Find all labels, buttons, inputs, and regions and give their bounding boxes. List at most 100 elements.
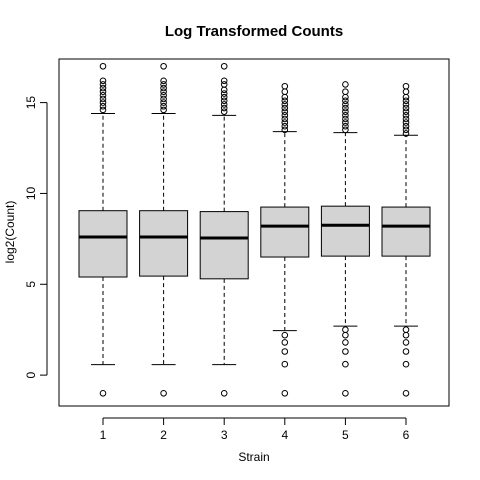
- outlier-low-6-5: [402, 389, 410, 397]
- outlier-high-5-3: [342, 115, 349, 123]
- outlier-high-1-1: [99, 102, 107, 110]
- outlier-high-4-8: [281, 97, 289, 105]
- outlier-low-5-4: [342, 360, 349, 368]
- outlier-high-6-0: [402, 130, 410, 137]
- outlier-low-5-1: [342, 331, 349, 339]
- outlier-high-4-7: [281, 101, 289, 108]
- outlier-high-3-6: [220, 86, 228, 94]
- outlier-high-6-3: [402, 119, 410, 126]
- outlier-high-6-7: [402, 104, 410, 112]
- x-tick-label-6: 6: [403, 428, 410, 442]
- outlier-low-6-1: [402, 331, 410, 339]
- outlier-low-4-1: [281, 339, 289, 346]
- x-tick-label-1: 1: [100, 428, 107, 442]
- outlier-high-4-1: [281, 122, 289, 130]
- outlier-high-3-4: [220, 93, 228, 101]
- outlier-low-4-2: [281, 348, 289, 355]
- outlier-low-6-2: [402, 339, 410, 346]
- outlier-high-1-7: [99, 81, 107, 88]
- outlier-high-4-11: [281, 82, 289, 90]
- outlier-low-5-3: [342, 348, 349, 355]
- outlier-high-2-1: [160, 102, 167, 110]
- outlier-high-5-7: [342, 101, 349, 108]
- outlier-high-2-7: [160, 81, 167, 88]
- outlier-high-3-2: [220, 101, 228, 108]
- outlier-high-6-9: [402, 97, 410, 105]
- y-tick-label-5: 5: [24, 281, 38, 288]
- outlier-high-1-5: [99, 88, 107, 96]
- outlier-low-6-4: [402, 360, 410, 368]
- outlier-high-2-3: [160, 95, 167, 103]
- outlier-high-2-0: [160, 106, 167, 114]
- outlier-high-6-8: [402, 101, 410, 108]
- box-2: [139, 210, 189, 277]
- outlier-high-6-10: [402, 93, 410, 101]
- outlier-high-5-6: [342, 104, 349, 112]
- outlier-low-4-0: [281, 331, 289, 339]
- outlier-high-6-11: [402, 88, 410, 96]
- outlier-low-6-3: [402, 348, 410, 355]
- outlier-high-3-7: [220, 81, 228, 88]
- y-tick-label-10: 10: [24, 186, 38, 200]
- outlier-low-5-0: [342, 326, 349, 333]
- outlier-high-6-6: [402, 108, 410, 115]
- box-3: [199, 211, 249, 280]
- outlier-high-3-0: [220, 108, 228, 115]
- outlier-high-5-8: [342, 97, 349, 105]
- chart-title: Log Transformed Counts: [165, 23, 343, 40]
- plot-area: 0 5 10 15 1 2 3 4 5 6: [24, 58, 450, 442]
- outlier-high-4-10: [281, 88, 289, 96]
- outlier-high-3-8: [220, 77, 228, 85]
- outlier-high-3-9: [220, 62, 228, 70]
- outlier-high-4-5: [281, 108, 289, 115]
- outlier-high-1-6: [99, 84, 107, 92]
- outlier-high-5-9: [342, 93, 349, 101]
- outlier-high-6-4: [402, 115, 410, 123]
- box-6: [381, 206, 431, 257]
- x-tick-label-5: 5: [342, 428, 349, 442]
- outlier-high-1-0: [99, 106, 107, 114]
- outlier-high-4-0: [281, 126, 289, 134]
- outlier-high-3-3: [220, 97, 228, 105]
- outlier-low-4-4: [281, 389, 289, 397]
- outlier-low-5-2: [342, 339, 349, 346]
- outlier-high-1-2: [99, 99, 107, 106]
- outlier-high-3-1: [220, 104, 228, 112]
- x-axis-label: Strain: [238, 450, 269, 464]
- outlier-high-5-2: [342, 119, 349, 126]
- outlier-high-4-3: [281, 115, 289, 123]
- outlier-high-2-4: [160, 92, 167, 99]
- outlier-high-1-4: [99, 92, 107, 99]
- outlier-high-5-5: [342, 108, 349, 115]
- outlier-high-2-2: [160, 99, 167, 106]
- outlier-high-5-10: [342, 88, 349, 96]
- outlier-high-4-6: [281, 104, 289, 112]
- outlier-high-1-8: [99, 77, 107, 85]
- outlier-high-5-1: [342, 122, 349, 130]
- outlier-high-2-8: [160, 77, 167, 85]
- outlier-high-3-5: [220, 90, 228, 97]
- outlier-high-2-9: [160, 62, 167, 70]
- x-tick-label-4: 4: [281, 428, 288, 442]
- outlier-high-2-5: [160, 88, 167, 96]
- box-1: [78, 210, 128, 278]
- x-tick-label-2: 2: [160, 428, 167, 442]
- outlier-high-4-2: [281, 119, 289, 126]
- outlier-high-6-5: [402, 112, 410, 119]
- outlier-low-5-5: [342, 389, 349, 397]
- outlier-high-6-12: [402, 82, 410, 90]
- outlier-low-2-0: [160, 389, 167, 397]
- outlier-low-3-0: [220, 389, 228, 397]
- y-tick-label-0: 0: [24, 371, 38, 378]
- outlier-high-4-9: [281, 93, 289, 101]
- outlier-high-6-2: [402, 122, 410, 130]
- box-5: [320, 205, 370, 257]
- outlier-high-2-6: [160, 84, 167, 92]
- outlier-low-1-0: [99, 389, 107, 397]
- outlier-high-5-4: [342, 112, 349, 119]
- outlier-high-1-3: [99, 95, 107, 103]
- outlier-high-5-11: [342, 81, 349, 88]
- outlier-high-4-4: [281, 112, 289, 119]
- outlier-low-4-3: [281, 360, 289, 368]
